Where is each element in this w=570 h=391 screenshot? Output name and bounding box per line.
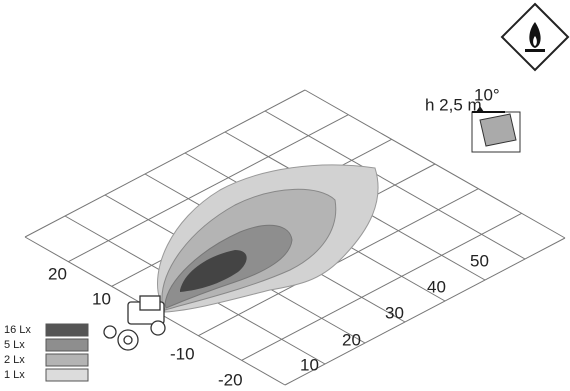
legend-label: 2 Lx [4, 354, 25, 366]
legend-label: 16 Lx [4, 324, 31, 336]
grid-line [68, 114, 349, 263]
tractor-icon [103, 295, 166, 351]
legend-label: 5 Lx [4, 339, 25, 351]
mount-angle: 10° [474, 85, 500, 104]
fire-icon [500, 2, 570, 72]
right-axis-label: 30 [385, 303, 404, 322]
grid-line [284, 237, 566, 386]
right-axis-label: 40 [427, 277, 446, 296]
grid-line [241, 212, 522, 361]
grid-line [24, 89, 306, 238]
left-axis-label: 20 [48, 264, 67, 283]
legend-swatch [45, 368, 89, 382]
legend-swatch [45, 323, 89, 337]
right-axis-label: 20 [342, 330, 361, 349]
left-axis-label: -20 [218, 370, 243, 389]
left-axis-label: -10 [170, 344, 195, 363]
lamp-icon [471, 106, 521, 153]
right-axis-label: 50 [470, 251, 489, 270]
legend-label: 1 Lx [4, 369, 25, 381]
area-16lx [180, 250, 247, 292]
legend-swatch [45, 353, 89, 367]
left-axis-label: 10 [92, 289, 111, 308]
legend-swatch [45, 338, 89, 352]
legend: 16 Lx 5 Lx 2 Lx 1 Lx [4, 323, 89, 382]
axis-labels: 20 10 -10 -20 10 20 30 40 50 [48, 251, 489, 389]
right-axis-label: 10 [300, 355, 319, 374]
mount-height: h 2,5 m [425, 95, 482, 114]
